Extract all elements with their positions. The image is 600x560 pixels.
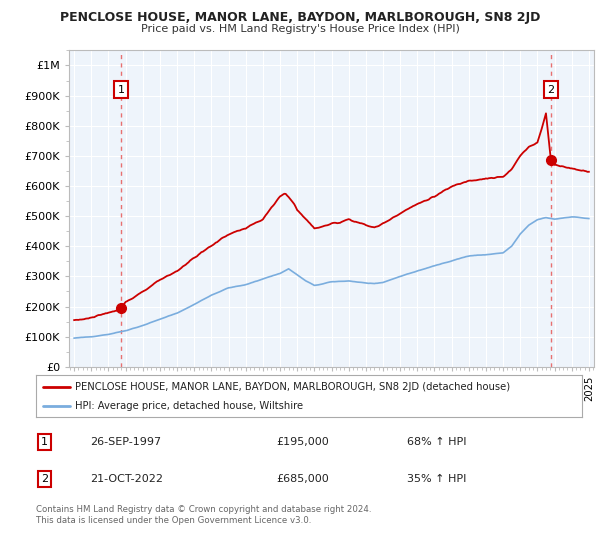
Text: Contains HM Land Registry data © Crown copyright and database right 2024.
This d: Contains HM Land Registry data © Crown c… <box>36 505 371 525</box>
Text: 68% ↑ HPI: 68% ↑ HPI <box>407 437 467 447</box>
Text: 35% ↑ HPI: 35% ↑ HPI <box>407 474 467 484</box>
Text: 21-OCT-2022: 21-OCT-2022 <box>91 474 164 484</box>
Text: 2: 2 <box>41 474 48 484</box>
Text: £685,000: £685,000 <box>276 474 329 484</box>
Text: 1: 1 <box>41 437 47 447</box>
Text: Price paid vs. HM Land Registry's House Price Index (HPI): Price paid vs. HM Land Registry's House … <box>140 24 460 34</box>
Text: 26-SEP-1997: 26-SEP-1997 <box>91 437 162 447</box>
Text: 2: 2 <box>547 85 554 95</box>
Text: PENCLOSE HOUSE, MANOR LANE, BAYDON, MARLBOROUGH, SN8 2JD (detached house): PENCLOSE HOUSE, MANOR LANE, BAYDON, MARL… <box>76 381 511 391</box>
Text: 1: 1 <box>118 85 124 95</box>
Text: HPI: Average price, detached house, Wiltshire: HPI: Average price, detached house, Wilt… <box>76 401 304 411</box>
Text: PENCLOSE HOUSE, MANOR LANE, BAYDON, MARLBOROUGH, SN8 2JD: PENCLOSE HOUSE, MANOR LANE, BAYDON, MARL… <box>60 11 540 24</box>
Text: £195,000: £195,000 <box>276 437 329 447</box>
